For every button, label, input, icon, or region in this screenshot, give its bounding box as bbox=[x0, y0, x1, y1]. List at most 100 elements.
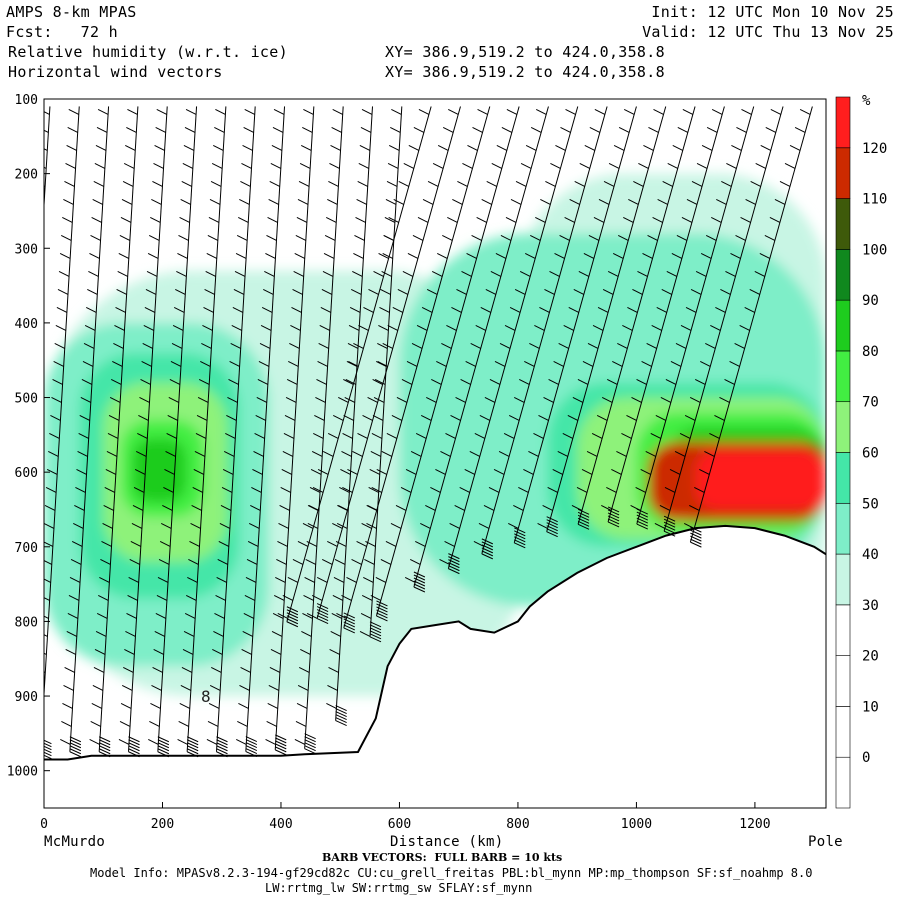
wind-barb-tick bbox=[350, 289, 362, 295]
wind-barb-tick bbox=[151, 199, 162, 205]
wind-barb-tick bbox=[755, 163, 766, 169]
wind-barb-tick bbox=[242, 631, 253, 637]
wind-barb-tick bbox=[473, 541, 485, 547]
wind-barb-shaft bbox=[128, 106, 168, 752]
wind-barb-feather bbox=[186, 751, 199, 758]
wind-barb-tick bbox=[485, 289, 497, 295]
wind-barb-tick bbox=[82, 361, 94, 367]
wind-barb-feather bbox=[369, 636, 382, 643]
wind-barb-feather bbox=[369, 633, 382, 640]
wind-barb-tick bbox=[68, 595, 80, 601]
wind-barb-tick bbox=[540, 199, 551, 205]
wind-barb-tick bbox=[513, 397, 525, 403]
wind-barb-tick bbox=[739, 325, 750, 331]
wind-barb-tick bbox=[63, 199, 74, 205]
wind-barb-tick bbox=[661, 289, 672, 295]
wind-barb-feather bbox=[286, 609, 299, 616]
wind-barb-tick bbox=[784, 163, 796, 169]
wind-barb-tick bbox=[309, 487, 321, 493]
wind-barb-tick bbox=[679, 433, 691, 439]
wind-barb-tick bbox=[156, 109, 167, 115]
wind-barb-shaft bbox=[546, 106, 667, 532]
wind-barb-tick bbox=[330, 631, 341, 637]
wind-barb-tick bbox=[356, 199, 367, 205]
wind-barb-feather bbox=[286, 612, 299, 619]
y-axis: 100 200 300 400 500 600 700 800 900 1000 bbox=[7, 93, 50, 780]
x-axis-title: Distance (km) bbox=[390, 834, 504, 850]
wind-barb-feather bbox=[186, 748, 199, 755]
wind-barb-tick bbox=[760, 145, 771, 151]
wind-barb-tick bbox=[557, 451, 568, 457]
wind-barb-tick bbox=[420, 415, 432, 421]
wind-barb-feather bbox=[577, 511, 590, 518]
wind-barb-tick bbox=[552, 469, 563, 475]
wind-barb-tick bbox=[666, 271, 678, 277]
wind-barb-tick bbox=[150, 217, 161, 223]
wind-barb-tick bbox=[148, 235, 160, 241]
wind-barb-tick bbox=[298, 181, 310, 187]
wind-barb-feather bbox=[286, 606, 299, 613]
wind-barb-tick bbox=[44, 560, 52, 565]
wind-barb-tick bbox=[710, 325, 721, 331]
wind-barb-tick bbox=[367, 397, 378, 403]
wind-barb-tick bbox=[236, 235, 248, 241]
wind-barb-feather bbox=[245, 751, 258, 757]
wind-barb-tick bbox=[700, 253, 712, 259]
wind-barb-tick bbox=[209, 685, 221, 691]
wind-barb-tick bbox=[55, 325, 67, 331]
wind-barb-tick bbox=[200, 361, 211, 367]
wind-barb-feather bbox=[245, 745, 258, 751]
wind-barb-feather bbox=[316, 606, 329, 612]
wind-barb-tick bbox=[109, 397, 121, 403]
wind-barb-tick bbox=[554, 253, 565, 259]
wind-barb-tick bbox=[322, 271, 334, 277]
wind-barb-tick bbox=[303, 109, 314, 115]
wind-barb-tick bbox=[479, 415, 491, 421]
wind-barb-tick bbox=[207, 721, 219, 727]
wind-barb-tick bbox=[132, 505, 144, 511]
wind-barb-tick bbox=[317, 361, 328, 367]
wind-barb-tick bbox=[709, 433, 720, 439]
wind-barb-tick bbox=[358, 325, 369, 331]
wind-barb-tick bbox=[51, 397, 62, 403]
wind-barb-tick bbox=[177, 739, 188, 745]
wind-barb-feather bbox=[607, 521, 620, 528]
wind-barb-tick bbox=[93, 181, 104, 187]
wind-barb-tick bbox=[44, 541, 54, 547]
wind-barb-tick bbox=[444, 541, 455, 547]
wind-barb-tick bbox=[724, 379, 735, 385]
wind-barb-tick bbox=[125, 145, 136, 151]
wind-barb-tick bbox=[282, 451, 294, 457]
wind-barb-tick bbox=[235, 253, 247, 259]
wind-barb-tick bbox=[178, 235, 189, 241]
wind-barb-tick bbox=[289, 343, 300, 349]
wind-barb-tick bbox=[410, 451, 422, 457]
wind-barb-tick bbox=[307, 505, 319, 511]
wind-barb-feather bbox=[245, 736, 258, 742]
wind-barb-tick bbox=[484, 397, 496, 403]
wind-barb-feather bbox=[546, 516, 558, 523]
wind-barb-tick bbox=[545, 181, 556, 187]
wind-barb-tick bbox=[127, 595, 138, 601]
wind-barb-tick bbox=[267, 217, 278, 223]
wind-barb-feather bbox=[514, 542, 526, 549]
wind-barb-feather bbox=[376, 612, 388, 619]
wind-barb-tick bbox=[269, 667, 281, 673]
wind-barb-tick bbox=[322, 451, 334, 457]
plot-frame bbox=[43, 98, 827, 809]
wind-barb-tick bbox=[400, 487, 412, 493]
wind-barb-tick bbox=[730, 253, 741, 259]
wind-barb-tick bbox=[528, 451, 539, 457]
wind-barb-tick bbox=[382, 253, 393, 259]
wind-barb-feather bbox=[448, 562, 460, 569]
wind-barb-tick bbox=[67, 127, 78, 133]
wind-barb-tick bbox=[151, 685, 162, 691]
wind-barb-tick bbox=[387, 163, 399, 169]
wind-barb-tick bbox=[268, 685, 280, 691]
wind-barb-tick bbox=[606, 487, 617, 493]
wind-barb-tick bbox=[598, 199, 610, 205]
wind-barb-shaft bbox=[636, 106, 755, 525]
wind-barb-feather bbox=[514, 527, 526, 534]
wind-barb-tick bbox=[486, 181, 497, 187]
wind-barb-tick bbox=[255, 415, 266, 421]
